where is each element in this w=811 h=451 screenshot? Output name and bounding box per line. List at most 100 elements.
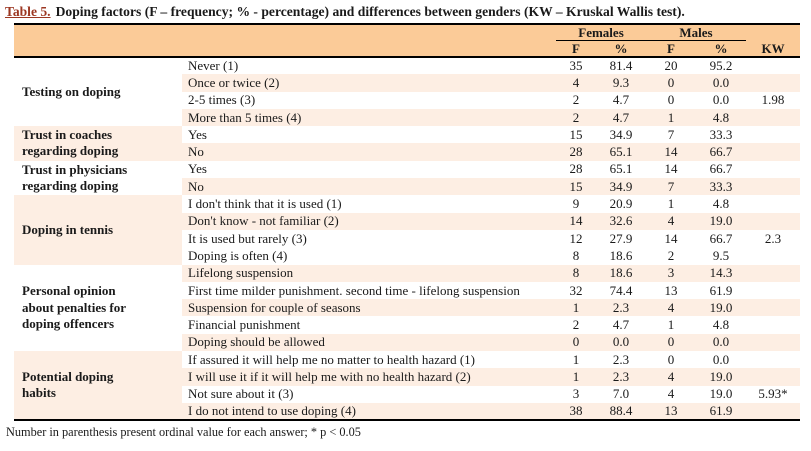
males-percent-cell: 0.0 [712, 351, 730, 367]
header-spacer-kw [746, 24, 801, 41]
males-percent-header: % [696, 40, 747, 58]
females-percent-cell: 34.9 [609, 126, 633, 142]
table-row: It is used but rarely (3) 12 27.9 14 66.7 2.3 [14, 230, 800, 247]
males-frequency-cell: 4 [646, 299, 697, 317]
males-frequency-cell: 2 [667, 247, 675, 263]
males-frequency-cell: 14 [664, 230, 678, 246]
kw-value-cell [746, 282, 800, 299]
answer-cell: Financial punishment [188, 317, 301, 333]
males-frequency-cell: 1 [646, 108, 697, 127]
males-frequency-cell: 1 [667, 317, 675, 333]
kw-value-cell [746, 74, 801, 92]
table-row: No 15 34.9 7 33.3 [14, 178, 801, 196]
answer-cell: It is used but rarely (3) [188, 230, 307, 246]
answer-cell: If assured it will help me no matter to … [188, 351, 475, 367]
females-percent-cell: 7.0 [612, 386, 630, 402]
males-percent-cell: 61.9 [696, 402, 747, 421]
kw-value-cell [746, 333, 801, 352]
females-frequency-cell: 0 [556, 333, 596, 352]
males-percent-cell: 4.8 [696, 108, 747, 127]
table-row: Financial punishment 2 4.7 1 4.8 [14, 316, 800, 333]
answer-cell: Never (1) [188, 58, 239, 74]
females-percent-cell: 9.3 [596, 74, 647, 92]
males-frequency-cell: 1 [667, 196, 675, 212]
table-footnote: Number in parenthesis present ordinal va… [6, 425, 361, 440]
males-percent-cell: 0.0 [712, 92, 730, 108]
females-frequency-cell: 35 [569, 58, 583, 74]
females-percent-cell: 0.0 [596, 333, 647, 352]
kw-value-cell [746, 178, 801, 196]
table-row: First time milder punishment. second tim… [14, 282, 800, 299]
males-percent-cell: 0.0 [696, 333, 747, 352]
table-row: Doping is often (4) 8 18.6 2 9.5 [14, 247, 800, 264]
males-frequency-cell: 20 [664, 58, 678, 74]
header-spacer [14, 40, 556, 58]
kw-value-cell [746, 126, 800, 143]
females-percent-header: % [596, 40, 647, 58]
header-measure-row: F % F % KW [14, 40, 801, 58]
females-frequency-cell: 8 [556, 264, 596, 282]
kw-value-cell [746, 316, 800, 333]
kw-header: KW [746, 40, 801, 58]
females-frequency-header: F [556, 40, 596, 58]
group-label-text: Potential doping habits [22, 368, 114, 401]
females-percent-cell: 74.4 [609, 282, 633, 298]
females-frequency-cell: 38 [556, 402, 596, 421]
males-percent-cell: 0.0 [696, 74, 747, 92]
males-percent-cell: 66.7 [709, 161, 733, 177]
table-row: Doping should be allowed 0 0.0 0 0.0 [14, 333, 801, 352]
answer-cell: Doping is often (4) [188, 247, 288, 263]
males-frequency-cell: 7 [646, 178, 697, 196]
kw-value-cell [746, 299, 801, 317]
answer-cell: No [182, 178, 556, 196]
males-frequency-header: F [646, 40, 697, 58]
females-frequency-cell: 15 [569, 126, 583, 142]
males-percent-cell: 9.5 [712, 247, 730, 263]
males-percent-cell: 19.0 [696, 299, 747, 317]
table-row: Don't know - not familiar (2) 14 32.6 4 19.0 [14, 212, 801, 230]
males-percent-cell: 66.7 [709, 230, 733, 246]
kw-value-cell [746, 264, 801, 282]
answer-cell: Yes [188, 161, 207, 177]
answer-cell: More than 5 times (4) [182, 108, 556, 127]
table-row: Once or twice (2) 4 9.3 0 0.0 [14, 74, 801, 92]
table-caption: Doping factors (F – frequency; % - perce… [55, 4, 685, 19]
males-percent-cell: 33.3 [709, 126, 733, 142]
kw-value-cell: 2.3 [764, 230, 782, 246]
males-frequency-cell: 0 [646, 333, 697, 352]
answer-cell: 2-5 times (3) [188, 92, 256, 108]
answer-cell: I will use it if it will help me with no… [182, 368, 556, 386]
table-row: 2-5 times (3) 2 4.7 0 0.0 1.98 [14, 92, 800, 109]
group-label-cell: Doping in tennis [14, 195, 182, 265]
females-frequency-cell: 14 [556, 212, 596, 230]
males-frequency-cell: 0 [646, 74, 697, 92]
kw-value-cell [746, 108, 801, 127]
males-frequency-cell: 14 [646, 143, 697, 161]
page-title: Table 5. Doping factors (F – frequency; %… [0, 0, 811, 23]
answer-cell: Yes [188, 126, 207, 142]
group-label-text: Trust in coaches regarding doping [22, 126, 119, 159]
females-frequency-cell: 1 [556, 299, 596, 317]
answer-cell: Not sure about it (3) [188, 386, 294, 402]
answer-cell: Don't know - not familiar (2) [182, 212, 556, 230]
table-row: Potential doping habits If assured it wil… [14, 351, 800, 421]
answer-cell: Lifelong suspension [182, 264, 556, 282]
males-frequency-cell: 14 [664, 161, 678, 177]
males-percent-cell: 61.9 [709, 282, 733, 298]
females-frequency-cell: 2 [556, 108, 596, 127]
females-percent-cell: 2.3 [596, 299, 647, 317]
males-percent-cell: 19.0 [696, 212, 747, 230]
females-percent-cell: 2.3 [612, 351, 630, 367]
females-percent-cell: 18.6 [609, 247, 633, 263]
females-percent-cell: 65.1 [609, 161, 633, 177]
females-frequency-cell: 3 [572, 386, 580, 402]
answer-cell: I do not intend to use doping (4) [182, 402, 556, 421]
group-label-cell: Personal opinion about penalties for dop… [14, 265, 182, 351]
males-frequency-cell: 0 [667, 351, 675, 367]
males-frequency-cell: 13 [664, 282, 678, 298]
table-row: I will use it if it will help me with no… [14, 368, 801, 386]
answer-cell: No [182, 143, 556, 161]
females-percent-cell: 88.4 [596, 402, 647, 421]
answer-cell: I don't think that it is used (1) [188, 196, 342, 212]
table-header: Females Males F % F % KW [14, 24, 801, 58]
